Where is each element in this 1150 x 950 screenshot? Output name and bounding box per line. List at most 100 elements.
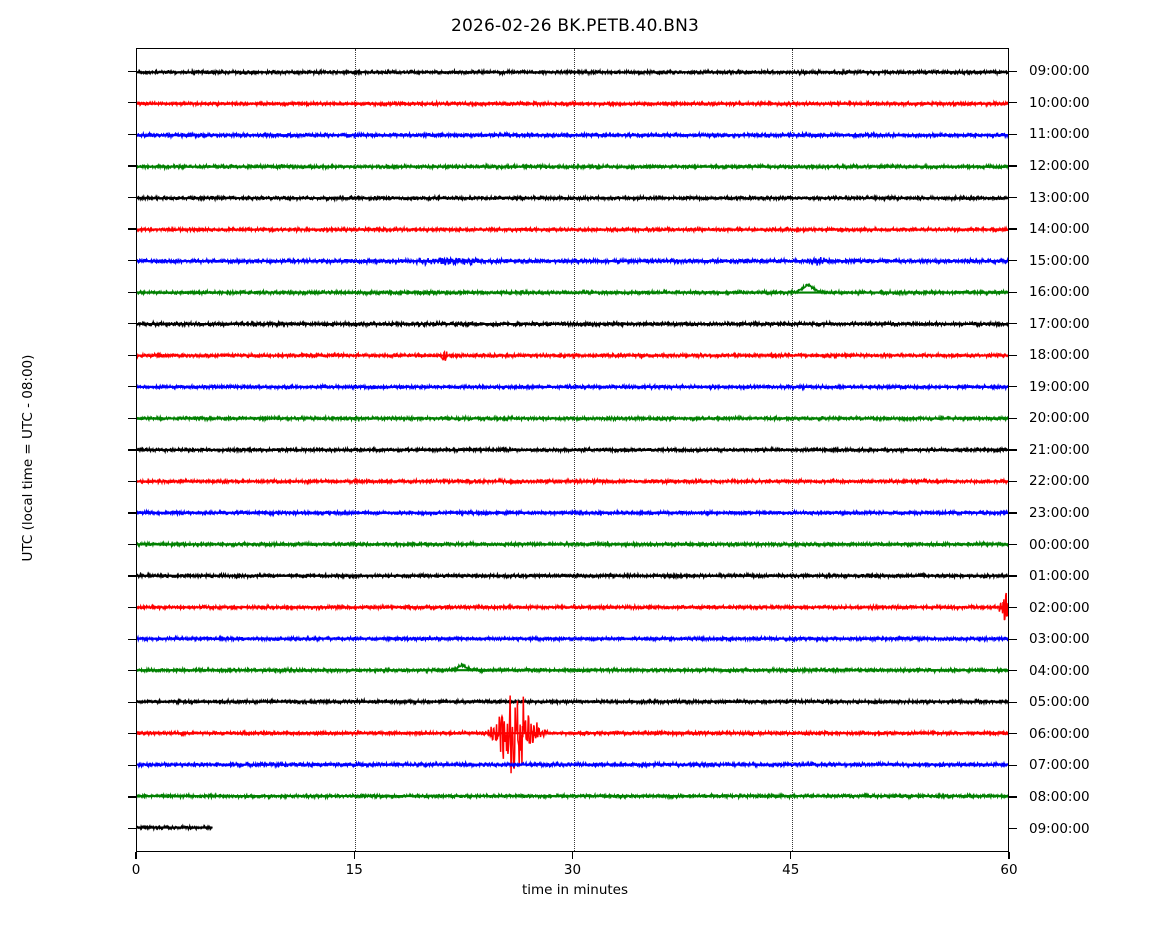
- y-tick-right-11: [1009, 417, 1017, 419]
- y-tick-right-4: [1009, 196, 1017, 199]
- x-tick-30: [571, 852, 574, 859]
- y-tick-left-23: [128, 796, 136, 798]
- trace-040000: [137, 696, 1008, 707]
- y-tick-left-10: [128, 386, 136, 388]
- y-tick-right-14: [1009, 512, 1017, 514]
- y-tick-left-2: [128, 133, 136, 136]
- y-tick-left-3: [128, 165, 136, 167]
- trace-020000: [137, 634, 1008, 644]
- y-tick-left-17: [128, 607, 136, 609]
- y-tick-right-6: [1009, 259, 1017, 262]
- y-tick-left-5: [128, 228, 136, 230]
- y-label-right-15: 00:00:00: [1029, 536, 1090, 553]
- x-tick-60: [1008, 852, 1010, 859]
- y-label-right-20: 05:00:00: [1029, 694, 1090, 711]
- y-tick-right-12: [1009, 449, 1017, 451]
- trace-030000: [137, 662, 1008, 675]
- y-label-right-22: 07:00:00: [1029, 757, 1090, 774]
- y-label-right-8: 17:00:00: [1029, 315, 1090, 332]
- trace-090000: [137, 99, 1008, 109]
- y-label-right-1: 10:00:00: [1029, 94, 1090, 111]
- trace-100000: [137, 130, 1008, 140]
- trace-000000: [137, 571, 1008, 581]
- y-tick-left-8: [128, 323, 136, 325]
- y-label-right-4: 13:00:00: [1029, 189, 1090, 206]
- y-label-right-11: 20:00:00: [1029, 410, 1090, 427]
- y-tick-right-18: [1009, 638, 1017, 640]
- trace-190000: [137, 413, 1008, 423]
- trace-180000: [137, 382, 1008, 392]
- y-tick-right-7: [1009, 291, 1017, 293]
- trace-080000: [137, 823, 213, 832]
- x-label-60: 60: [1000, 862, 1018, 878]
- x-label-45: 45: [782, 862, 800, 878]
- y-tick-right-10: [1009, 386, 1017, 388]
- y-label-right-0: 09:00:00: [1029, 63, 1090, 80]
- y-tick-right-2: [1009, 133, 1017, 136]
- y-tick-left-4: [128, 196, 136, 199]
- y-tick-right-3: [1009, 165, 1017, 167]
- y-tick-left-9: [128, 354, 136, 356]
- trace-070000: [137, 791, 1008, 801]
- y-tick-left-24: [128, 827, 136, 830]
- y-tick-left-22: [128, 764, 136, 767]
- y-tick-right-5: [1009, 228, 1017, 230]
- y-label-right-18: 03:00:00: [1029, 631, 1090, 648]
- trace-230000: [137, 539, 1008, 549]
- y-tick-left-1: [128, 102, 136, 104]
- y-tick-left-20: [128, 701, 136, 703]
- trace-010000: [137, 592, 1008, 621]
- y-tick-right-8: [1009, 323, 1017, 325]
- y-label-right-3: 12:00:00: [1029, 157, 1090, 174]
- y-tick-right-20: [1009, 701, 1017, 703]
- trace-160000: [137, 319, 1008, 329]
- trace-140000: [137, 255, 1008, 268]
- trace-210000: [137, 476, 1008, 486]
- y-tick-right-22: [1009, 764, 1017, 767]
- y-label-right-14: 23:00:00: [1029, 505, 1090, 521]
- y-label-right-24: 09:00:00: [1029, 820, 1090, 837]
- x-tick-15: [353, 852, 355, 859]
- y-label-right-6: 15:00:00: [1029, 252, 1090, 269]
- y-tick-right-16: [1009, 575, 1017, 577]
- plot-area: [136, 48, 1009, 852]
- x-label-0: 0: [131, 862, 141, 878]
- y-tick-left-19: [128, 670, 136, 672]
- y-tick-right-17: [1009, 607, 1017, 609]
- y-label-right-19: 04:00:00: [1029, 662, 1090, 679]
- y-label-right-10: 19:00:00: [1029, 378, 1090, 395]
- trace-170000: [137, 350, 1008, 361]
- y-tick-right-21: [1009, 733, 1017, 735]
- trace-220000: [137, 508, 1008, 518]
- y-axis-title: UTC (local time = UTC - 08:00): [20, 354, 36, 562]
- y-tick-left-18: [128, 638, 136, 640]
- y-tick-left-7: [128, 291, 136, 293]
- y-label-right-13: 22:00:00: [1029, 473, 1090, 490]
- y-tick-left-0: [128, 70, 136, 72]
- trace-120000: [137, 193, 1008, 203]
- trace-110000: [137, 161, 1008, 172]
- y-label-right-7: 16:00:00: [1029, 284, 1090, 301]
- y-tick-left-14: [128, 512, 136, 514]
- y-tick-right-1: [1009, 102, 1017, 104]
- y-label-right-23: 08:00:00: [1029, 788, 1090, 805]
- trace-050000: [137, 695, 1008, 774]
- trace-060000: [137, 759, 1008, 770]
- x-axis-title: time in minutes: [521, 882, 629, 898]
- y-tick-left-16: [128, 575, 136, 577]
- y-tick-right-24: [1009, 827, 1017, 830]
- y-tick-right-9: [1009, 354, 1017, 356]
- trace-layer: [137, 67, 1008, 832]
- y-tick-right-19: [1009, 670, 1017, 672]
- y-label-right-17: 02:00:00: [1029, 599, 1090, 616]
- y-tick-left-6: [128, 259, 136, 262]
- y-tick-left-12: [128, 449, 136, 451]
- trace-200000: [137, 445, 1008, 455]
- y-tick-left-11: [128, 417, 136, 419]
- y-label-right-9: 18:00:00: [1029, 347, 1090, 364]
- x-tick-45: [790, 852, 792, 859]
- y-tick-left-21: [128, 733, 136, 735]
- y-tick-right-23: [1009, 796, 1017, 798]
- y-tick-left-15: [128, 543, 136, 546]
